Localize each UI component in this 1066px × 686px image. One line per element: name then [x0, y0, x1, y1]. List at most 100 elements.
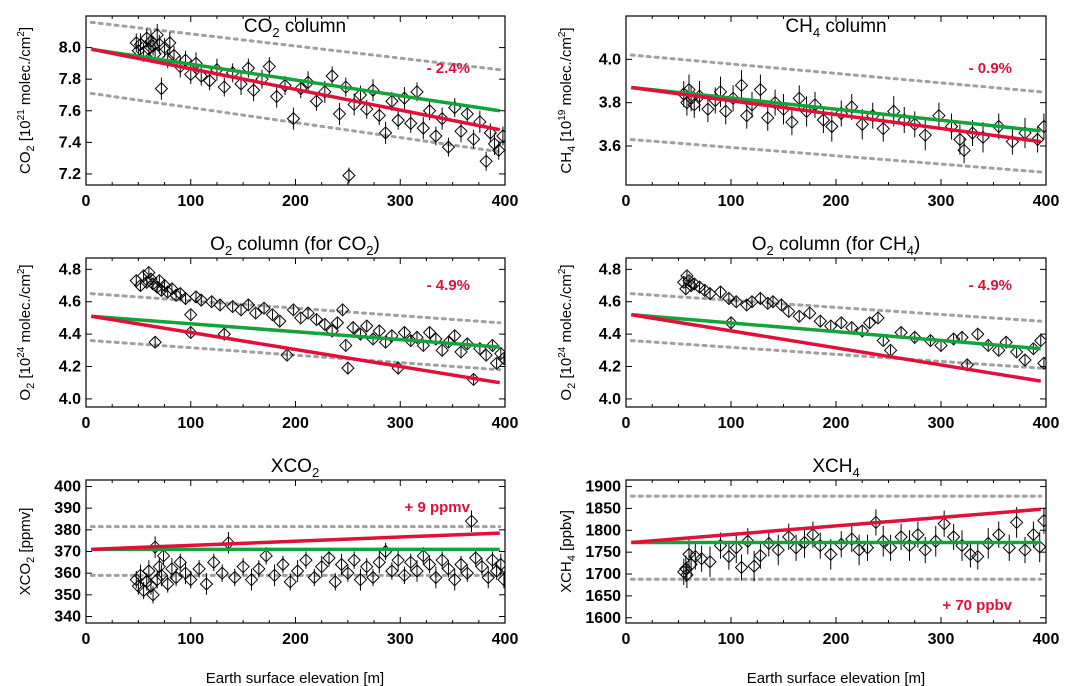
x-tick-label: 300 — [928, 415, 955, 432]
diamond-marker — [339, 80, 353, 94]
data-point — [454, 345, 468, 359]
diamond-marker — [330, 316, 345, 330]
diamond-marker — [144, 579, 158, 593]
diamond-marker — [946, 332, 961, 346]
diamond-marker — [385, 564, 399, 578]
panel-1: CO2 column CO2 [1021 molec./cm2] 0 100 200 30… — [16, 15, 518, 210]
x-tick-label: 300 — [928, 631, 955, 648]
green-fit-line — [91, 314, 500, 349]
y-tick-label: 8.0 — [59, 40, 81, 57]
diamond-marker — [883, 541, 898, 555]
data-point — [307, 568, 322, 587]
diamond-marker — [207, 555, 221, 570]
diamond-marker — [679, 282, 693, 296]
data-point — [792, 309, 806, 324]
diamond-marker — [1037, 513, 1046, 528]
x-tick-label: 400 — [1033, 415, 1060, 432]
diamond-marker — [246, 83, 261, 97]
diamond-marker — [286, 111, 301, 126]
data-point — [957, 137, 971, 164]
diamond-marker — [719, 104, 733, 119]
data-point — [322, 549, 336, 567]
data-point — [160, 575, 175, 593]
diamond-marker — [908, 117, 922, 132]
panel-title: CO2 column — [244, 16, 346, 40]
diamond-marker — [713, 285, 728, 299]
data-point — [448, 568, 462, 591]
data-point — [963, 541, 978, 568]
x-tick-label: 200 — [282, 631, 309, 648]
x-tick-label: 300 — [387, 631, 414, 648]
data-point — [154, 564, 169, 587]
data-point — [265, 307, 280, 322]
data-point — [448, 98, 462, 118]
data-point — [454, 555, 468, 574]
data-point — [497, 351, 505, 366]
data-point — [1005, 128, 1020, 155]
diamond-marker — [860, 541, 875, 555]
data-point — [944, 113, 959, 140]
diamond-marker — [217, 80, 231, 94]
data-point — [866, 102, 880, 129]
diamond-marker — [294, 81, 308, 96]
data-point — [473, 110, 487, 133]
diamond-marker — [774, 298, 789, 312]
diamond-marker — [325, 324, 339, 338]
data-point — [334, 553, 349, 576]
diamond-marker — [215, 566, 229, 580]
data-point — [753, 291, 768, 306]
panel-title: XCH4 — [812, 456, 859, 480]
diamond-marker — [262, 59, 277, 74]
diamond-marker — [322, 551, 336, 565]
diamond-marker — [299, 553, 313, 567]
data-point — [213, 298, 227, 312]
diamond-marker — [163, 36, 177, 50]
data-point — [269, 85, 284, 108]
data-point — [199, 573, 214, 595]
data-point — [192, 560, 206, 578]
y-axis-label: O2 [1024 molec./cm2] — [16, 264, 37, 400]
diamond-marker — [318, 317, 332, 332]
diamond-marker — [142, 564, 156, 578]
data-point — [154, 77, 169, 100]
diamond-marker — [918, 128, 932, 142]
bound-line-2 — [629, 339, 1043, 370]
diamond-marker — [410, 564, 424, 578]
data-point — [173, 553, 187, 571]
diamond-marker — [1037, 119, 1046, 134]
data-point — [169, 568, 183, 587]
data-point — [441, 560, 456, 578]
diamond-marker — [971, 549, 985, 564]
diamond-marker — [782, 304, 796, 319]
data-point — [1009, 345, 1024, 359]
diamond-marker — [286, 303, 301, 317]
y-tick-label: 7.2 — [59, 166, 81, 183]
data-point — [422, 325, 437, 340]
diamond-marker — [280, 348, 294, 362]
red-fit-line — [631, 507, 1041, 545]
diamond-marker — [165, 282, 179, 296]
x-tick-label: 0 — [82, 415, 91, 432]
data-point — [448, 329, 462, 343]
diamond-marker — [314, 559, 329, 574]
diamond-marker — [876, 121, 890, 136]
diamond-marker — [741, 534, 755, 548]
data-point — [299, 551, 313, 569]
data-point — [328, 573, 343, 591]
data-point — [729, 532, 743, 564]
data-point — [378, 121, 393, 144]
y-tick-label: 4.0 — [59, 391, 81, 408]
diamond-marker — [360, 559, 374, 574]
diamond-marker — [813, 314, 827, 328]
panel-5: XCO2 XCO2 [ppmv] 0 100 200 300 400 340 350 360 370… — [17, 456, 518, 648]
y-tick-label: 1700 — [585, 566, 621, 583]
diamond-marker — [761, 111, 775, 125]
diamond-marker — [184, 572, 198, 587]
y-axis-label: XCO2 [ppmv] — [17, 508, 37, 596]
data-point — [485, 551, 500, 569]
data-point — [782, 304, 796, 319]
y-tick-label: 390 — [54, 500, 81, 517]
data-point — [813, 532, 827, 559]
diamond-marker — [734, 78, 749, 93]
diamond-marker — [335, 303, 350, 317]
